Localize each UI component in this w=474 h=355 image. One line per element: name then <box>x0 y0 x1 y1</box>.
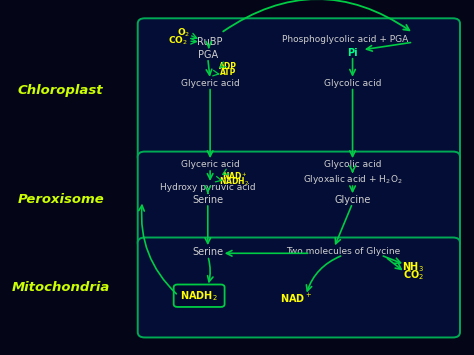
FancyBboxPatch shape <box>138 237 460 338</box>
Text: NADH$_2$: NADH$_2$ <box>180 289 218 302</box>
Text: O$_2$: O$_2$ <box>177 27 190 39</box>
Text: ADP: ADP <box>219 62 237 71</box>
Text: Phosphoglycolic acid + PGA: Phosphoglycolic acid + PGA <box>283 35 409 44</box>
FancyBboxPatch shape <box>138 152 460 248</box>
Text: Chloroplast: Chloroplast <box>18 84 103 97</box>
Text: Mitochondria: Mitochondria <box>11 281 110 294</box>
Text: Pi: Pi <box>347 48 358 58</box>
Text: CO$_2$: CO$_2$ <box>167 35 187 47</box>
Text: Glycolic acid: Glycolic acid <box>324 79 381 88</box>
FancyBboxPatch shape <box>138 18 460 162</box>
Text: Serine: Serine <box>192 246 223 257</box>
Text: NADH$_2$: NADH$_2$ <box>219 175 249 188</box>
Text: Peroxisome: Peroxisome <box>17 193 104 206</box>
FancyBboxPatch shape <box>173 284 225 307</box>
Text: Glyceric acid: Glyceric acid <box>181 160 239 169</box>
Text: Glycine: Glycine <box>334 195 371 204</box>
Text: Two molecules of Glycine: Two molecules of Glycine <box>286 247 401 256</box>
Text: Glyceric acid: Glyceric acid <box>181 79 239 88</box>
Text: Hydroxy pyruvic acid: Hydroxy pyruvic acid <box>160 183 255 192</box>
Text: NAD$^+$: NAD$^+$ <box>281 292 312 305</box>
Text: ATP: ATP <box>220 68 237 77</box>
Text: NH$_3$: NH$_3$ <box>402 260 424 273</box>
Text: PGA: PGA <box>198 50 218 60</box>
Text: Glyoxalic acid + H$_2$O$_2$: Glyoxalic acid + H$_2$O$_2$ <box>303 173 402 186</box>
Text: Serine: Serine <box>192 195 223 204</box>
Text: Glycolic acid: Glycolic acid <box>324 160 381 169</box>
Text: CO$_2$: CO$_2$ <box>403 268 424 282</box>
Text: RuBP: RuBP <box>197 37 223 47</box>
Text: NAD$^+$: NAD$^+$ <box>221 170 247 182</box>
